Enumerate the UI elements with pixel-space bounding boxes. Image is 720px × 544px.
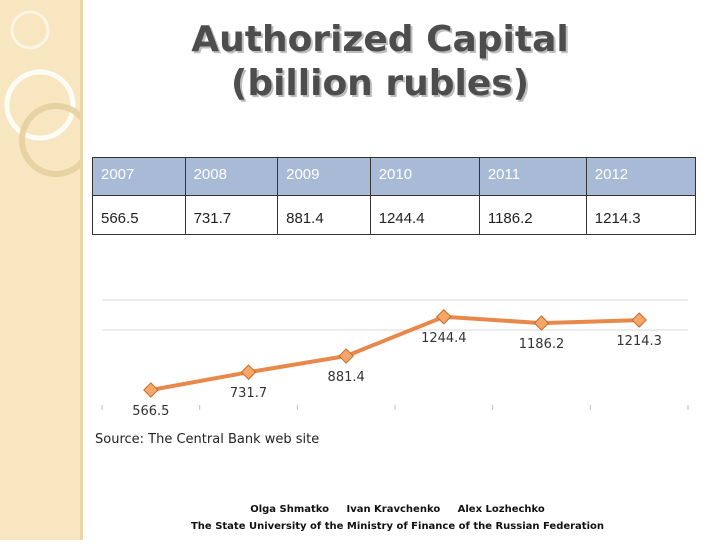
data-label: 731.7 — [230, 386, 267, 401]
value-cell: 1214.3 — [585, 195, 697, 235]
source-note: Source: The Central Bank web site — [95, 432, 320, 447]
data-point — [631, 312, 647, 328]
series-line — [150, 314, 640, 392]
data-point — [240, 364, 257, 380]
data-label: 1214.3 — [616, 334, 662, 349]
capital-table: 2007 2008 2009 2010 2011 2012 566.5 731.… — [92, 157, 697, 235]
year-cell: 2011 — [478, 157, 587, 196]
author-name: Ivan Kravchenko — [346, 504, 441, 515]
data-point — [143, 382, 159, 398]
year-cell: 2010 — [369, 157, 480, 196]
sidebar-decoration — [0, 0, 93, 540]
data-label: 881.4 — [328, 370, 365, 385]
year-cell: 2007 — [92, 157, 186, 196]
data-label: 1186.2 — [519, 337, 565, 352]
value-cell: 566.5 — [92, 195, 186, 235]
data-label: 566.5 — [132, 404, 169, 419]
line-chart: 566.5 731.7 881.4 1244.4 1186.2 1214.3 — [101, 299, 689, 419]
sidebar-divider — [80, 0, 83, 540]
author-name: Alex Lozhechko — [457, 504, 545, 515]
value-cell: 881.4 — [277, 195, 371, 235]
rings-decoration — [4, 10, 93, 177]
table-row: 566.5 731.7 881.4 1244.4 1186.2 1214.3 — [92, 195, 697, 235]
university-line: The State University of the Ministry of … — [190, 521, 605, 532]
author-name: Olga Shmatko — [250, 504, 330, 515]
data-label: 1244.4 — [421, 331, 467, 346]
page-title: Authorized Capital (billion rubles) — [100, 18, 660, 106]
data-point — [338, 348, 354, 364]
year-cell: 2012 — [585, 157, 697, 196]
footer-credits: Olga Shmatko Ivan Kravchenko Alex Lozhec… — [100, 501, 695, 535]
title-line-1: Authorized Capital — [191, 19, 569, 60]
value-cell: 1244.4 — [369, 195, 480, 235]
table-header-row: 2007 2008 2009 2010 2011 2012 — [92, 157, 697, 196]
value-cell: 731.7 — [184, 195, 279, 235]
authors-line: Olga Shmatko Ivan Kravchenko Alex Lozhec… — [100, 501, 695, 518]
year-cell: 2008 — [184, 157, 279, 196]
data-point — [436, 309, 452, 325]
title-line-2: (billion rubles) — [230, 63, 530, 104]
value-cell: 1186.2 — [478, 195, 587, 235]
data-point — [533, 315, 550, 331]
year-cell: 2009 — [277, 157, 371, 196]
